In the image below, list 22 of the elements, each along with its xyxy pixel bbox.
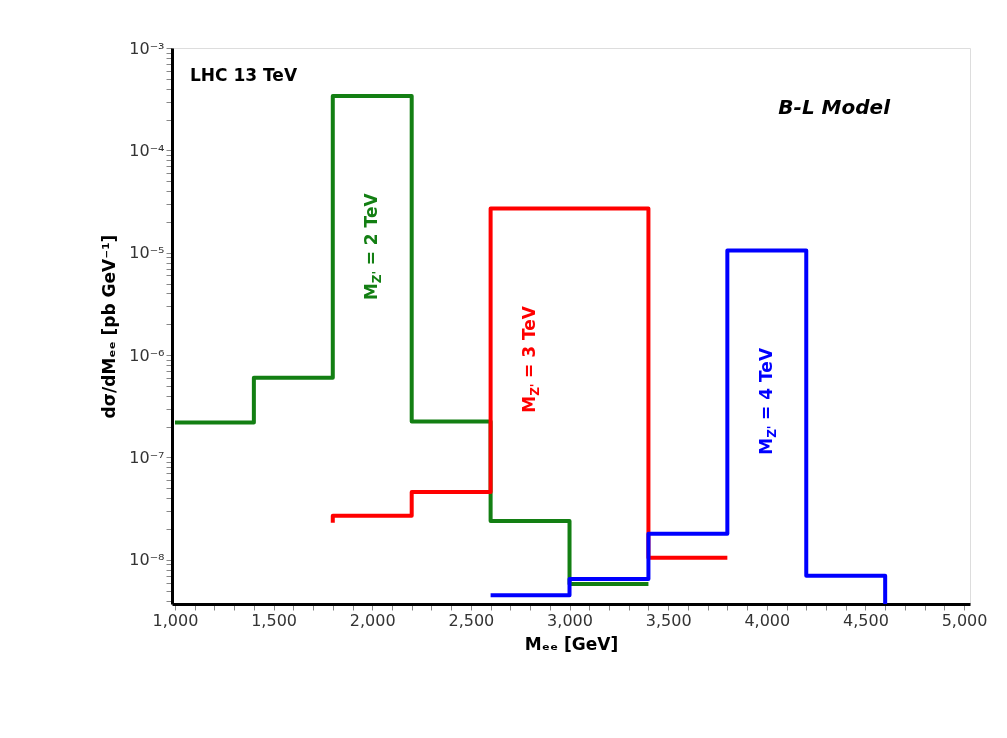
annotation: LHC 13 TeV xyxy=(190,65,298,85)
y-axis-title: dσ/dMₑₑ [pb GeV⁻¹] xyxy=(99,234,120,419)
annotation: B-L Model xyxy=(778,95,892,119)
text: MZ' = 4 TeV xyxy=(755,347,779,455)
x-tick-label: 3,000 xyxy=(547,610,593,630)
y-tick-label: 10⁻⁸ xyxy=(129,550,165,570)
y-tick-label: 10⁻³ xyxy=(129,38,165,58)
x-tick-label: 3,500 xyxy=(645,610,692,630)
x-tick-label: 1,500 xyxy=(251,610,298,630)
x-tick-label: 5,000 xyxy=(941,610,988,630)
x-axis-title: Mₑₑ [GeV] xyxy=(524,633,619,654)
x-tick-label: 2,000 xyxy=(349,610,396,630)
y-tick-label: 10⁻⁷ xyxy=(129,447,165,467)
x-tick-label: 1,000 xyxy=(152,610,199,630)
x-tick-label: 4,500 xyxy=(843,610,889,630)
x-tick-label: 4,000 xyxy=(744,610,791,630)
x-tick-label: 2,500 xyxy=(448,610,495,630)
text: MZ' = 3 TeV xyxy=(519,305,543,413)
y-tick-label: 10⁻⁵ xyxy=(129,243,165,263)
y-tick-label: 10⁻⁶ xyxy=(129,345,165,365)
text: MZ' = 2 TeV xyxy=(361,192,385,301)
y-tick-label: 10⁻⁴ xyxy=(129,140,165,160)
